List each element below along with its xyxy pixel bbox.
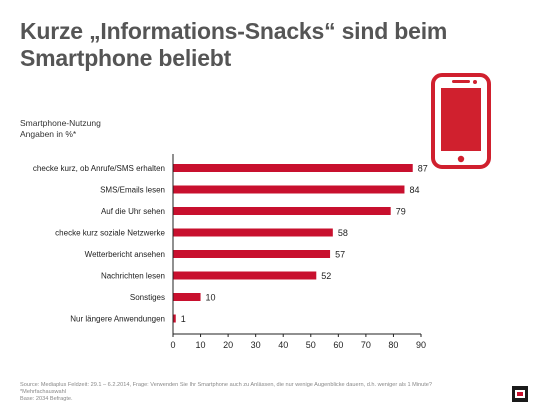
footnote-source: Source: Mediaplus Feldzeit: 29.1 – 6.2.2… xyxy=(20,382,433,388)
data-label: 87 xyxy=(418,164,428,174)
bar xyxy=(173,250,331,258)
bar xyxy=(173,293,201,301)
x-tick-label: 40 xyxy=(278,340,288,350)
bar xyxy=(173,207,391,215)
bar xyxy=(173,314,176,323)
data-label: 52 xyxy=(321,271,331,281)
bars-group: checke kurz, ob Anrufe/SMS erhalten 87 SMS… xyxy=(33,164,428,325)
x-tick-label: 70 xyxy=(361,340,371,350)
category-label: Wetterbericht ansehen xyxy=(85,250,165,259)
chart-title: Kurze „Informations-Snacks“ sind beim Sm… xyxy=(20,18,447,72)
category-label: Nur längere Anwendungen xyxy=(70,315,165,324)
data-label: 58 xyxy=(338,228,348,238)
x-tick-label: 30 xyxy=(251,340,261,350)
category-label: Auf die Uhr sehen xyxy=(101,207,165,216)
category-label: Nachrichten lesen xyxy=(101,272,165,281)
bar xyxy=(173,228,333,237)
chart-title-line-1: Kurze „Informations-Snacks“ sind beim xyxy=(20,18,448,44)
footnote: Source: Mediaplus Feldzeit: 29.1 – 6.2.2… xyxy=(20,382,490,403)
smartphone-icon xyxy=(431,73,491,169)
x-tick-label: 20 xyxy=(223,340,233,350)
data-label: 84 xyxy=(409,185,419,195)
chart-subtitle: Smartphone-Nutzung Angaben in %* xyxy=(20,118,101,140)
footnote-base: Base: 2034 Befragte. xyxy=(20,396,73,402)
x-tick-label: 60 xyxy=(333,340,343,350)
chart-title-line-2: Smartphone beliebt xyxy=(20,45,232,71)
x-tick-label: 80 xyxy=(388,340,398,350)
bar-chart: checke kurz, ob Anrufe/SMS erhalten 87 SMS… xyxy=(33,154,428,350)
category-label: checke kurz, ob Anrufe/SMS erhalten xyxy=(33,164,165,173)
brand-logo-icon xyxy=(512,386,528,402)
x-tick-label: 10 xyxy=(196,340,206,350)
category-label: Sonstiges xyxy=(130,293,165,302)
category-label: SMS/Emails lesen xyxy=(100,186,165,195)
subtitle-line-1: Smartphone-Nutzung xyxy=(20,118,101,128)
subtitle-line-2: Angaben in %* xyxy=(20,129,77,139)
x-tick-label: 50 xyxy=(306,340,316,350)
bar xyxy=(173,271,317,280)
data-label: 1 xyxy=(181,314,186,324)
x-ticks-group: 0 10 20 30 40 50 60 70 80 90 xyxy=(170,334,426,350)
bar xyxy=(173,185,405,194)
data-label: 57 xyxy=(335,250,345,260)
x-tick-label: 90 xyxy=(416,340,426,350)
data-label: 10 xyxy=(206,293,216,303)
bar xyxy=(173,164,413,172)
category-label: checke kurz soziale Netzwerke xyxy=(55,229,165,238)
x-tick-label: 0 xyxy=(170,340,175,350)
footnote-multiple-choice: *Mehrfachauswahl xyxy=(20,389,67,395)
data-label: 79 xyxy=(396,207,406,217)
